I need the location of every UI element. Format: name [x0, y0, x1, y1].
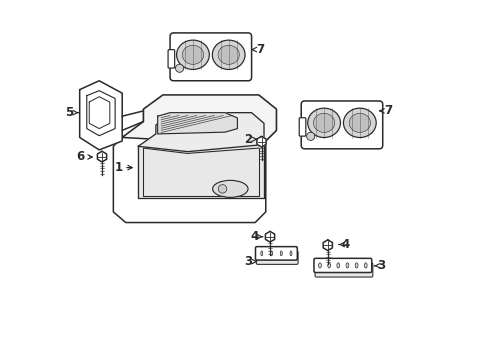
Ellipse shape	[270, 251, 272, 256]
Ellipse shape	[313, 113, 334, 132]
Ellipse shape	[343, 108, 375, 138]
Polygon shape	[138, 145, 264, 198]
FancyBboxPatch shape	[170, 33, 251, 81]
Text: 7: 7	[383, 104, 391, 117]
Text: 3: 3	[244, 255, 252, 268]
Circle shape	[306, 132, 314, 140]
FancyBboxPatch shape	[256, 251, 298, 264]
Text: 4: 4	[341, 238, 349, 251]
Ellipse shape	[289, 251, 291, 256]
Ellipse shape	[280, 251, 282, 256]
Ellipse shape	[318, 263, 321, 268]
Ellipse shape	[218, 45, 239, 64]
Polygon shape	[256, 136, 265, 147]
Ellipse shape	[327, 263, 330, 268]
FancyBboxPatch shape	[299, 118, 305, 136]
Text: 1: 1	[114, 161, 122, 174]
Ellipse shape	[212, 40, 244, 69]
Text: 5: 5	[65, 106, 73, 119]
Ellipse shape	[346, 263, 348, 268]
Circle shape	[218, 185, 226, 193]
Polygon shape	[157, 113, 237, 134]
Ellipse shape	[348, 113, 370, 132]
Polygon shape	[138, 113, 264, 152]
Polygon shape	[97, 151, 106, 162]
Ellipse shape	[212, 180, 247, 197]
Polygon shape	[265, 231, 274, 242]
Ellipse shape	[354, 263, 357, 268]
Ellipse shape	[307, 108, 340, 138]
FancyBboxPatch shape	[301, 101, 382, 149]
Ellipse shape	[260, 251, 262, 256]
FancyBboxPatch shape	[314, 263, 372, 277]
Text: 7: 7	[256, 43, 264, 56]
Text: 2: 2	[244, 133, 252, 146]
Polygon shape	[323, 240, 332, 251]
FancyBboxPatch shape	[255, 247, 297, 260]
Circle shape	[175, 64, 183, 72]
Polygon shape	[113, 95, 276, 222]
Ellipse shape	[182, 45, 203, 64]
Ellipse shape	[336, 263, 339, 268]
Polygon shape	[80, 81, 122, 150]
FancyBboxPatch shape	[168, 50, 174, 68]
Text: 4: 4	[250, 230, 258, 243]
Text: 6: 6	[77, 150, 85, 163]
Text: 3: 3	[376, 259, 384, 272]
FancyBboxPatch shape	[313, 258, 371, 273]
Polygon shape	[122, 95, 276, 141]
Ellipse shape	[176, 40, 209, 69]
Ellipse shape	[364, 263, 366, 268]
